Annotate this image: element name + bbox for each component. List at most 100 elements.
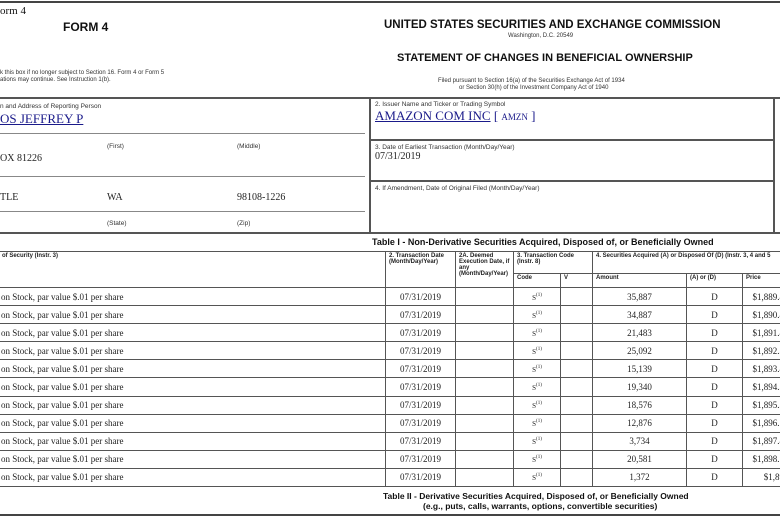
transaction-code: S(1) (513, 305, 561, 325)
table-row: on Stock, par value $.01 per share 07/31… (0, 413, 780, 433)
footnote: (1) (536, 328, 542, 334)
price: $1,896.5 (741, 413, 780, 433)
divider (0, 176, 365, 177)
transaction-date: 07/31/2019 (385, 467, 456, 488)
deemed-date (455, 431, 514, 451)
middle-label: (Middle) (237, 143, 261, 150)
security-title: on Stock, par value $.01 per share (0, 359, 386, 379)
v-cell (560, 431, 593, 451)
security-title: on Stock, par value $.01 per share (0, 413, 386, 433)
transaction-code: S(1) (513, 341, 561, 361)
acquired-disposed: D (686, 305, 743, 325)
ticker: AMZN (501, 112, 528, 122)
v-cell (560, 467, 593, 488)
filed-pursuant-2: or Section 30(h) of the Investment Compa… (459, 85, 609, 91)
divider (0, 133, 365, 134)
footnote: (1) (536, 401, 542, 407)
amount: 15,139 (592, 359, 687, 379)
header-price: Price (741, 273, 780, 288)
price: $1,890.4 (741, 305, 780, 325)
relationship-box (773, 97, 780, 234)
table1: of Security (Instr. 3) 2. Transaction Da… (0, 251, 780, 488)
deemed-date (455, 359, 514, 379)
amendment-label: 4. If Amendment, Date of Original Filed … (375, 185, 540, 192)
deemed-date (455, 305, 514, 325)
transaction-code: S(1) (513, 413, 561, 433)
transaction-code: S(1) (513, 377, 561, 397)
zip-label: (Zip) (237, 220, 251, 227)
transaction-date: 07/31/2019 (385, 449, 456, 469)
footnote: (1) (536, 346, 542, 352)
state-label: (State) (107, 220, 127, 227)
issuer-label: 2. Issuer Name and Ticker or Trading Sym… (375, 101, 506, 108)
amount: 19,340 (592, 377, 687, 397)
amount: 20,581 (592, 449, 687, 469)
security-title: on Stock, par value $.01 per share (0, 377, 386, 397)
transaction-date: 07/31/2019 (385, 377, 456, 397)
deemed-date (455, 449, 514, 469)
security-title: on Stock, par value $.01 per share (0, 341, 386, 361)
v-cell (560, 305, 593, 325)
footnote: (1) (536, 455, 542, 461)
security-title: on Stock, par value $.01 per share (0, 305, 386, 325)
issuer-value: AMAZON COM INC [ AMZN ] (375, 108, 536, 123)
v-cell (560, 413, 593, 433)
transaction-code: S(1) (513, 467, 561, 488)
transaction-date: 07/31/2019 (385, 359, 456, 379)
top-border (0, 1, 780, 3)
table2-subtitle: (e.g., puts, calls, warrants, options, c… (423, 501, 658, 511)
statement-title: STATEMENT OF CHANGES IN BENEFICIAL OWNER… (397, 52, 693, 64)
deemed-date (455, 413, 514, 433)
bottom-border (0, 514, 780, 516)
footnote: (1) (536, 437, 542, 443)
agency-title: UNITED STATES SECURITIES AND EXCHANGE CO… (384, 19, 721, 31)
price: $1,892.3 (741, 341, 780, 361)
agency-address: Washington, D.C. 20549 (508, 33, 574, 39)
footnote: (1) (536, 383, 542, 389)
table-row: on Stock, par value $.01 per share 07/31… (0, 286, 780, 307)
table-row: on Stock, par value $.01 per share 07/31… (0, 467, 780, 488)
transaction-code: S(1) (513, 323, 561, 343)
footnote: (1) (536, 419, 542, 425)
divider (0, 211, 365, 212)
issuer-link[interactable]: AMAZON COM INC (375, 108, 491, 123)
header-amount: Amount (592, 273, 687, 288)
acquired-disposed: D (686, 286, 743, 307)
transaction-code: S(1) (513, 395, 561, 415)
header-date: 2. Transaction Date (Month/Day/Year) (385, 251, 456, 288)
deemed-date (455, 467, 514, 488)
footnote: (1) (536, 310, 542, 316)
transaction-code: S(1) (513, 286, 561, 307)
acquired-disposed: D (686, 341, 743, 361)
price: $1,895.3 (741, 395, 780, 415)
security-title: on Stock, par value $.01 per share (0, 323, 386, 343)
table-row: on Stock, par value $.01 per share 07/31… (0, 305, 780, 325)
transaction-code: S(1) (513, 359, 561, 379)
header-acquired-group: 4. Securities Acquired (A) or Disposed O… (591, 251, 780, 274)
acquired-disposed: D (686, 377, 743, 397)
state-value: WA (107, 192, 123, 203)
header-deemed: 2A. Deemed Execution Date, if any (Month… (455, 251, 514, 288)
table-row: on Stock, par value $.01 per share 07/31… (0, 377, 780, 397)
price: $1,897.4 (741, 431, 780, 451)
checkbox-text-2: ations may continue. See Instruction 1(b… (0, 77, 111, 83)
v-cell (560, 359, 593, 379)
reporting-person-link[interactable]: OS JEFFREY P (0, 111, 84, 126)
zip-value: 98108-1226 (237, 192, 286, 203)
acquired-disposed: D (686, 359, 743, 379)
earliest-date: 07/31/2019 (375, 151, 421, 162)
transaction-date: 07/31/2019 (385, 286, 456, 307)
transaction-code: S(1) (513, 431, 561, 451)
header-code-group: 3. Transaction Code (Instr. 8) (513, 251, 593, 274)
footnote: (1) (536, 364, 542, 370)
header-v: V (560, 273, 593, 288)
amount: 1,372 (592, 467, 687, 488)
header-code: Code (513, 273, 561, 288)
amount: 18,576 (592, 395, 687, 415)
transaction-date: 07/31/2019 (385, 305, 456, 325)
table1-title: Table I - Non-Derivative Securities Acqu… (372, 237, 714, 247)
footnote: (1) (536, 292, 542, 298)
price: $1,891.4 (741, 323, 780, 343)
table-row: on Stock, par value $.01 per share 07/31… (0, 341, 780, 361)
acquired-disposed: D (686, 413, 743, 433)
